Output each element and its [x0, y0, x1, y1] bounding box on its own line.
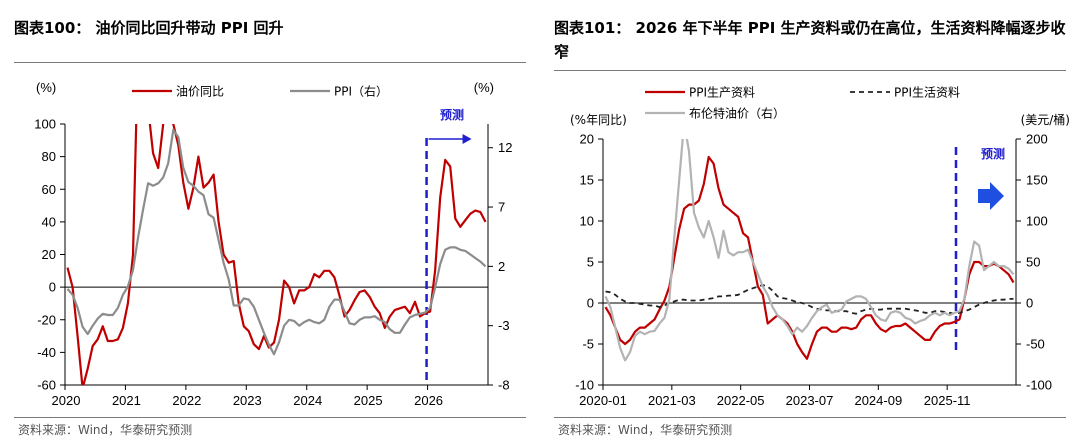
chart-title: 图表101： 2026 年下半年 PPI 生产资料或仍在高位，生活资料降幅逐步收… — [554, 19, 1066, 61]
y-left-unit-label: (%) — [36, 80, 56, 95]
y-right-unit-label: (%) — [474, 80, 494, 95]
y-left-tick-label: 80 — [42, 149, 56, 164]
forecast-arrow-head — [462, 134, 472, 144]
y-left-tick-label: 15 — [580, 173, 594, 188]
forecast-arrow — [978, 182, 1004, 210]
forecast-label: 预测 — [981, 146, 1005, 161]
x-tick-label: 2022-05 — [717, 393, 765, 408]
x-tick-label: 2025 — [354, 393, 383, 408]
legend-label-1: PPI生产资料 — [689, 86, 755, 100]
y-left-tick-label: -60 — [37, 378, 56, 393]
series-line-3 — [604, 139, 1015, 362]
x-tick-label: 2024-09 — [854, 393, 902, 408]
y-left-tick-label: 20 — [580, 132, 594, 147]
y-right-tick-label: 50 — [1026, 255, 1040, 270]
y-right-tick-label: -50 — [1026, 337, 1045, 352]
y-right-tick-label: 100 — [1026, 214, 1048, 229]
y-right-tick-label: -8 — [498, 378, 510, 393]
y-left-tick-label: 0 — [49, 280, 56, 295]
x-tick-label: 2023 — [233, 393, 262, 408]
x-tick-label: 2022 — [172, 393, 201, 408]
y-right-tick-label: 2 — [498, 259, 505, 274]
y-left-tick-label: -5 — [582, 337, 594, 352]
x-tick-label: 2023-07 — [786, 393, 834, 408]
source-divider — [554, 417, 1066, 418]
chart-panel-ppi-components: 图表101： 2026 年下半年 PPI 生产资料或仍在高位，生活资料降幅逐步收… — [540, 0, 1080, 445]
x-tick-label: 2024 — [293, 393, 322, 408]
y-left-tick-label: 10 — [580, 214, 594, 229]
y-left-tick-label: 5 — [587, 255, 594, 270]
legend-label-2: PPI生活资料 — [894, 86, 960, 100]
legend-label-1: 油价同比 — [176, 85, 224, 99]
y-left-tick-label: 60 — [42, 182, 56, 197]
title-divider — [554, 70, 1066, 71]
legend-label-3: 布伦特油价（右） — [689, 106, 785, 121]
x-tick-label: 2025-11 — [924, 393, 971, 408]
chart-source: 资料来源：Wind，华泰研究预测 — [558, 423, 733, 437]
x-tick-label: 2020-01 — [579, 393, 627, 408]
y-right-unit-label: (美元/桶) — [1021, 112, 1070, 127]
y-right-tick-label: -100 — [1026, 378, 1052, 393]
forecast-label: 预测 — [440, 107, 464, 122]
y-right-tick-label: 0 — [1026, 296, 1033, 311]
x-tick-label: 2021 — [112, 393, 141, 408]
y-left-tick-label: 100 — [34, 117, 56, 132]
y-left-tick-label: -10 — [575, 378, 594, 393]
y-right-tick-label: 7 — [498, 200, 505, 215]
x-tick-label: 2020 — [52, 393, 81, 408]
legend-label-2: PPI（右） — [334, 84, 388, 99]
x-tick-label: 2026 — [414, 393, 443, 408]
y-left-tick-label: -20 — [37, 312, 56, 327]
chart-source: 资料来源：Wind，华泰研究预测 — [18, 423, 193, 437]
y-right-tick-label: 12 — [498, 140, 512, 155]
y-left-tick-label: 40 — [42, 214, 56, 229]
series-line-2 — [66, 128, 487, 356]
source-divider — [14, 417, 526, 418]
y-left-unit-label: (%年同比) — [570, 113, 627, 127]
x-tick-label: 2021-03 — [648, 393, 696, 408]
y-right-tick-label: 150 — [1026, 173, 1048, 188]
chart-svg-oil-ppi: 100 80 60 40 20 0 -20 -40 -60 12 7 2 -3 -8 2020 2021 202… — [34, 80, 512, 408]
y-left-tick-label: 20 — [42, 247, 56, 262]
chart-title: 图表100： 油价同比回升带动 PPI 回升 — [14, 19, 284, 37]
y-left-tick-label: -40 — [37, 345, 56, 360]
chart-group: 100 80 60 40 20 0 -20 -40 -60 12 7 2 -3 -8 2020 2021 202… — [34, 80, 512, 408]
series-line-1 — [604, 155, 1015, 360]
series-line-2 — [605, 284, 1014, 315]
chart-panel-oil-ppi: 图表100： 油价同比回升带动 PPI 回升 100 80 60 40 20 0 -20 -4… — [14, 19, 526, 437]
y-right-tick-label: -3 — [498, 318, 510, 333]
y-right-tick-label: 200 — [1026, 132, 1048, 147]
title-divider — [14, 62, 526, 63]
series-line-1 — [66, 124, 487, 385]
y-left-tick-label: 0 — [587, 296, 594, 311]
